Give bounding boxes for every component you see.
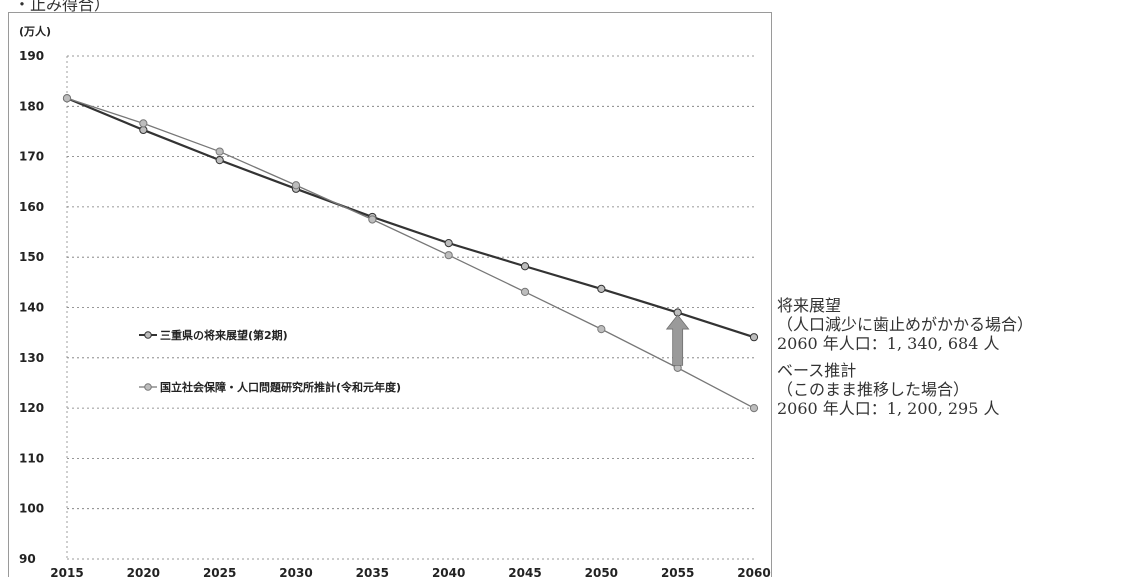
series-1-point-2045 bbox=[520, 287, 530, 297]
y-tick-label-180: 180 bbox=[19, 99, 44, 113]
series-1-point-2035 bbox=[368, 215, 377, 224]
series-1-point-2030 bbox=[291, 181, 301, 190]
series-0-point-2025 bbox=[215, 156, 224, 165]
note-subtitle: （このまま推移した場合） bbox=[777, 380, 970, 399]
x-tick-label-2025: 2025 bbox=[203, 566, 236, 578]
series-line-0 bbox=[66, 97, 755, 339]
note-title: ベース推計 bbox=[777, 361, 857, 380]
legend-label-0: 三重県の将来展望(第2期) bbox=[160, 328, 288, 342]
x-tick-label-2020: 2020 bbox=[127, 566, 160, 578]
chart-frame: (万人) 90 100 110 120 130 140 150 160 170 180 190 2015… bbox=[8, 12, 772, 578]
series-layer bbox=[62, 94, 759, 413]
legend-label-1: 国立社会保障・人口問題研究所推計(令和元年度) bbox=[160, 380, 401, 394]
x-tick-label-2040: 2040 bbox=[432, 566, 465, 578]
note-value: 2060 年人口：1, 340, 684 人 bbox=[777, 334, 1000, 353]
series-0-point-2050 bbox=[597, 284, 606, 293]
legend-marker-0 bbox=[144, 331, 152, 339]
y-tick-label-110: 110 bbox=[19, 451, 44, 465]
y-tick-label-150: 150 bbox=[19, 250, 44, 264]
x-tick-label-2045: 2045 bbox=[508, 566, 541, 578]
series-0-point-2045 bbox=[520, 262, 530, 271]
header-fragment: ・止み得合） bbox=[14, 0, 111, 14]
legend-marker-1 bbox=[144, 383, 152, 391]
note-value: 2060 年人口：1, 200, 295 人 bbox=[777, 399, 1000, 418]
series-line-1 bbox=[66, 97, 755, 409]
y-tick-label-170: 170 bbox=[19, 150, 44, 164]
x-tick-label-2035: 2035 bbox=[356, 566, 389, 578]
x-tick-label-2030: 2030 bbox=[279, 566, 312, 578]
y-tick-label-140: 140 bbox=[19, 301, 44, 315]
grid-layer bbox=[67, 55, 754, 560]
series-1-point-2040 bbox=[444, 251, 453, 260]
x-tick-label-2060: 2060 bbox=[737, 566, 770, 578]
legend-layer: 三重県の将来展望(第2期) 国立社会保障・人口問題研究所推計(令和元年度) bbox=[139, 328, 401, 394]
x-tick-label-2015: 2015 bbox=[50, 566, 83, 578]
note-future-outlook: 将来展望 （人口減少に歯止めがかかる場合） 2060 年人口：1, 340, 6… bbox=[777, 296, 1129, 353]
y-unit-label: (万人) bbox=[19, 24, 51, 38]
series-1-point-2015 bbox=[62, 94, 72, 103]
annotation-layer bbox=[665, 314, 690, 366]
population-line-chart: (万人) 90 100 110 120 130 140 150 160 170 180 190 2015… bbox=[19, 24, 771, 578]
series-1-point-2020 bbox=[139, 119, 148, 128]
series-0-point-2060 bbox=[749, 333, 759, 342]
note-title: 将来展望 bbox=[777, 296, 842, 315]
y-tick-label-160: 160 bbox=[19, 200, 44, 214]
series-0-point-2040 bbox=[444, 239, 453, 248]
y-tick-label-100: 100 bbox=[19, 502, 44, 516]
series-1-point-2060 bbox=[749, 404, 759, 413]
axis-layer: (万人) 90 100 110 120 130 140 150 160 170 180 190 2015… bbox=[19, 24, 771, 578]
y-tick-label-120: 120 bbox=[19, 401, 44, 415]
x-tick-label-2050: 2050 bbox=[585, 566, 618, 578]
y-tick-label-90: 90 bbox=[19, 552, 36, 566]
y-tick-label-190: 190 bbox=[19, 49, 44, 63]
series-1-point-2050 bbox=[597, 325, 606, 334]
note-subtitle: （人口減少に歯止めがかかる場合） bbox=[777, 315, 1034, 334]
note-base-estimate: ベース推計 （このまま推移した場合） 2060 年人口：1, 200, 295 … bbox=[777, 361, 1129, 418]
x-tick-label-2055: 2055 bbox=[661, 566, 694, 578]
y-tick-label-130: 130 bbox=[19, 351, 44, 365]
notes-panel: 将来展望 （人口減少に歯止めがかかる場合） 2060 年人口：1, 340, 6… bbox=[777, 296, 1129, 426]
up-arrow-annotation bbox=[665, 314, 690, 366]
series-1-point-2025 bbox=[215, 147, 224, 156]
